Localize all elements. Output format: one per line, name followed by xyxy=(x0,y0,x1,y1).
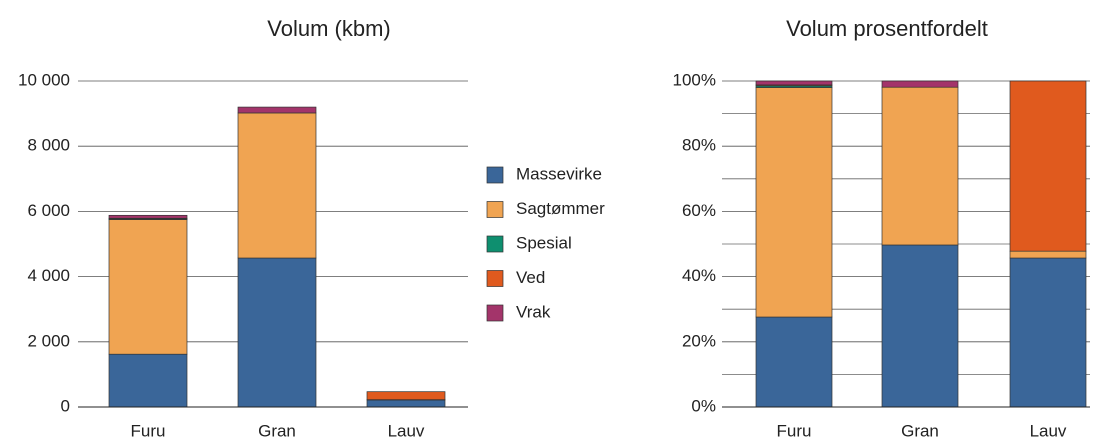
bar-segment: Sagtømmer xyxy=(1010,251,1086,258)
bar-segment: Vrak xyxy=(756,81,832,85)
legend-label: Spesial xyxy=(516,233,572,252)
y-tick-label: 6 000 xyxy=(27,201,70,220)
y-tick-label: 0% xyxy=(691,396,716,415)
legend-label: Massevirke xyxy=(516,164,602,183)
y-tick-label: 60% xyxy=(682,201,716,220)
x-tick-label: Lauv xyxy=(1030,421,1067,439)
legend-swatch xyxy=(487,271,503,287)
bar-segment xyxy=(238,107,316,113)
bar-segment xyxy=(109,215,187,218)
bar-segment xyxy=(109,354,187,407)
y-tick-label: 2 000 xyxy=(27,331,70,350)
x-tick-label: Furu xyxy=(777,421,812,439)
bar-segment xyxy=(367,392,445,400)
bar-segment: Massevirke xyxy=(882,245,958,407)
x-tick-label: Gran xyxy=(258,421,296,439)
y-tick-label: 20% xyxy=(682,331,716,350)
x-tick-label: Furu xyxy=(131,421,166,439)
bar-segment: Massevirke xyxy=(756,317,832,407)
bar-segment xyxy=(238,113,316,258)
legend-swatch xyxy=(487,202,503,218)
y-tick-label: 10 000 xyxy=(18,70,70,89)
legend-swatch xyxy=(487,167,503,183)
chart-title: Volum (kbm) xyxy=(267,16,390,41)
y-tick-label: 8 000 xyxy=(27,136,70,155)
legend-swatch xyxy=(487,236,503,252)
legend-label: Ved xyxy=(516,268,545,287)
chart-title: Volum prosentfordelt xyxy=(786,16,988,41)
bar-segment xyxy=(238,258,316,407)
legend-label: Sagtømmer xyxy=(516,199,605,218)
y-tick-label: 4 000 xyxy=(27,266,70,285)
bar-segment xyxy=(109,220,187,355)
y-tick-label: 0 xyxy=(61,396,70,415)
bar-segment: Sagtømmer xyxy=(882,87,958,245)
bar-segment: Sagtømmer xyxy=(756,88,832,318)
legend-swatch xyxy=(487,305,503,321)
bar-segment: Vrak xyxy=(882,81,958,87)
y-tick-label: 80% xyxy=(682,136,716,155)
x-tick-label: Gran xyxy=(901,421,939,439)
legend-label: Vrak xyxy=(516,302,551,321)
bar-segment xyxy=(367,400,445,407)
y-tick-label: 100% xyxy=(673,70,716,89)
x-tick-label: Lauv xyxy=(388,421,425,439)
y-tick-label: 40% xyxy=(682,266,716,285)
bar-segment: Ved xyxy=(1010,81,1086,251)
bar-segment: Massevirke xyxy=(1010,258,1086,407)
